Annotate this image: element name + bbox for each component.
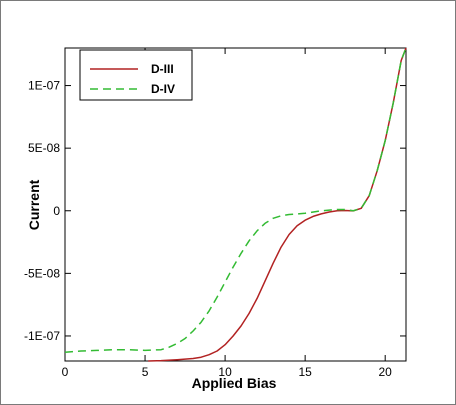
y-axis-label: Current <box>26 179 42 230</box>
x-axis-label: Applied Bias <box>192 375 277 391</box>
x-tick-label: 10 <box>218 365 232 379</box>
y-tick-label: 0 <box>53 204 60 218</box>
axes-layer: 0 5 10 15 20 -1E-07 -5E-08 0 5E-08 1E-07 <box>24 48 406 379</box>
legend-label-d-iii: D-III <box>151 62 174 76</box>
plot-border <box>64 47 407 362</box>
y-tick-label: -1E-07 <box>24 329 60 343</box>
x-tick-label: 20 <box>379 365 393 379</box>
plot-area <box>64 47 407 362</box>
x-tick-label: 0 <box>62 365 69 379</box>
legend-label-d-iv: D-IV <box>151 82 175 96</box>
legend: D-III D-IV <box>79 49 193 101</box>
x-tick-label: 5 <box>142 365 149 379</box>
series-line-d-iv <box>64 47 407 353</box>
x-tick-label: 15 <box>298 365 312 379</box>
y-tick-label: 5E-08 <box>28 141 60 155</box>
y-tick-label: -5E-08 <box>24 266 60 280</box>
legend-box <box>79 49 193 101</box>
series-layer <box>64 47 407 362</box>
y-tick-label: 1E-07 <box>28 79 60 93</box>
